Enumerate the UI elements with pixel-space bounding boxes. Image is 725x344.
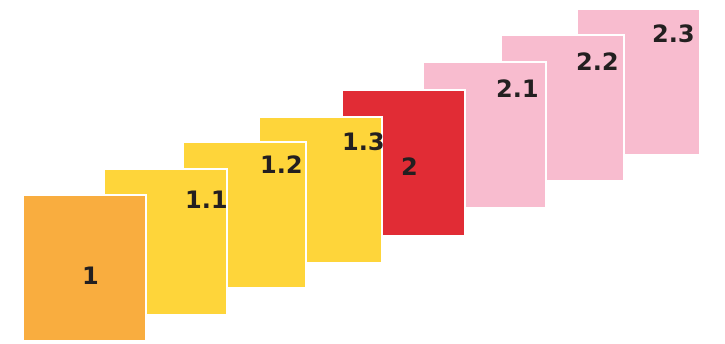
card-label-2-1: 2.1 (496, 75, 539, 103)
card-1: 1 (22, 194, 147, 342)
card-label-2: 2 (401, 153, 418, 181)
card-label-1-3: 1.3 (342, 128, 385, 156)
card-label-2-2: 2.2 (576, 48, 619, 76)
card-label-1-1: 1.1 (185, 186, 228, 214)
card-label-1: 1 (82, 262, 99, 290)
card-2-2: 2.2 (500, 34, 625, 182)
card-1-2: 1.2 (182, 141, 307, 289)
card-label-2-3: 2.3 (652, 20, 695, 48)
card-label-1-2: 1.2 (260, 151, 303, 179)
